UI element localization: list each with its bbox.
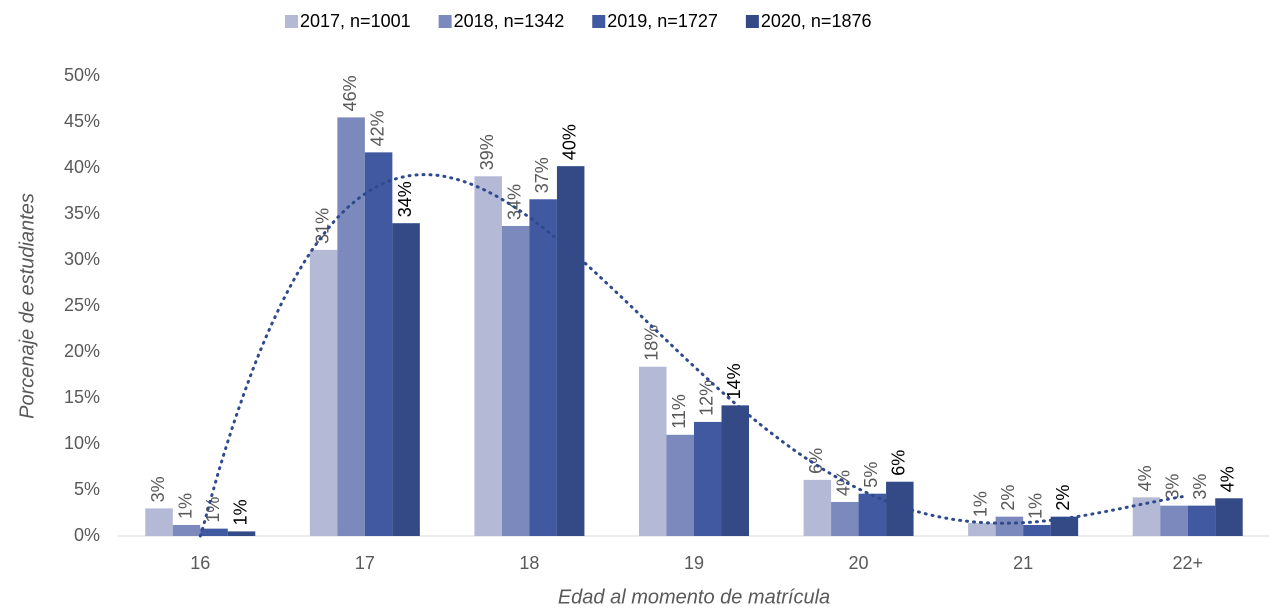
x-tick-label: 20 bbox=[849, 553, 869, 573]
y-tick-label: 35% bbox=[64, 203, 100, 223]
y-tick-label: 30% bbox=[64, 249, 100, 269]
x-tick-label: 19 bbox=[684, 553, 704, 573]
legend-label: 2020, n=1876 bbox=[761, 11, 872, 31]
bar bbox=[529, 199, 557, 536]
bar bbox=[1187, 505, 1216, 536]
data-label: 18% bbox=[642, 325, 662, 361]
bar bbox=[1215, 498, 1243, 536]
y-tick-label: 20% bbox=[64, 341, 100, 361]
bar bbox=[200, 528, 228, 536]
bar bbox=[968, 523, 996, 536]
data-label: 2% bbox=[998, 485, 1018, 511]
data-label: 4% bbox=[834, 470, 854, 496]
bar bbox=[831, 501, 859, 536]
data-label: 1% bbox=[203, 497, 223, 523]
data-label: 1% bbox=[230, 499, 250, 525]
data-label: 14% bbox=[724, 363, 744, 399]
data-label: 4% bbox=[1218, 466, 1238, 492]
data-label: 46% bbox=[340, 75, 360, 111]
y-tick-label: 10% bbox=[64, 433, 100, 453]
legend-swatch bbox=[592, 15, 606, 28]
data-label: 3% bbox=[148, 476, 168, 502]
data-label: 6% bbox=[889, 450, 909, 476]
legend-swatch bbox=[745, 15, 759, 28]
y-tick-label: 5% bbox=[74, 479, 100, 499]
legend-swatch bbox=[438, 15, 452, 28]
bar bbox=[172, 524, 201, 536]
bar bbox=[1023, 524, 1051, 536]
data-label: 11% bbox=[669, 394, 689, 429]
bar bbox=[1160, 505, 1188, 536]
data-label: 3% bbox=[1190, 474, 1210, 500]
bar bbox=[145, 508, 173, 536]
bar bbox=[556, 166, 585, 536]
y-axis-title: Porcenaje de estudiantes bbox=[16, 193, 38, 419]
bar bbox=[858, 493, 887, 536]
data-label: 1% bbox=[1026, 493, 1046, 519]
y-tick-label: 15% bbox=[64, 387, 100, 407]
data-label: 12% bbox=[697, 380, 717, 416]
data-label: 3% bbox=[1163, 474, 1183, 500]
legend-label: 2019, n=1727 bbox=[607, 11, 718, 31]
bar bbox=[337, 117, 365, 537]
data-label: 6% bbox=[806, 448, 826, 474]
bar bbox=[639, 366, 667, 536]
x-tick-label: 16 bbox=[190, 553, 210, 573]
data-label: 4% bbox=[1135, 465, 1155, 491]
bar bbox=[1050, 516, 1079, 536]
bar bbox=[227, 531, 256, 536]
x-tick-label: 22+ bbox=[1172, 553, 1203, 573]
bar bbox=[694, 421, 722, 536]
x-tick-label: 18 bbox=[519, 553, 539, 573]
trendline bbox=[198, 173, 1190, 538]
x-tick-label: 21 bbox=[1013, 553, 1033, 573]
bar bbox=[666, 434, 694, 536]
data-label: 2% bbox=[1053, 485, 1073, 511]
y-tick-label: 45% bbox=[64, 111, 100, 131]
data-label: 42% bbox=[367, 110, 387, 146]
bar bbox=[721, 405, 749, 536]
y-tick-label: 0% bbox=[74, 525, 100, 545]
data-label: 40% bbox=[559, 124, 579, 160]
legend-label: 2017, n=1001 bbox=[300, 11, 411, 31]
bar bbox=[886, 481, 914, 536]
x-tick-label: 17 bbox=[355, 553, 375, 573]
bar bbox=[803, 479, 832, 536]
data-label: 39% bbox=[477, 134, 497, 170]
y-tick-label: 25% bbox=[64, 295, 100, 315]
bar bbox=[364, 152, 393, 537]
legend-label: 2018, n=1342 bbox=[454, 11, 565, 31]
data-label: 5% bbox=[861, 462, 881, 488]
data-label: 31% bbox=[312, 208, 332, 244]
bar bbox=[995, 516, 1024, 536]
legend-swatch bbox=[285, 15, 298, 28]
bar bbox=[474, 176, 502, 536]
y-tick-label: 50% bbox=[64, 65, 100, 85]
y-tick-label: 40% bbox=[64, 157, 100, 177]
data-label: 37% bbox=[532, 157, 552, 193]
data-label: 34% bbox=[395, 181, 415, 217]
data-label: 1% bbox=[175, 493, 195, 519]
bar bbox=[501, 225, 530, 536]
bar bbox=[309, 249, 338, 536]
x-axis-title: Edad al momento de matrícula bbox=[558, 586, 830, 608]
data-label: 1% bbox=[971, 491, 991, 517]
bar bbox=[392, 223, 420, 536]
